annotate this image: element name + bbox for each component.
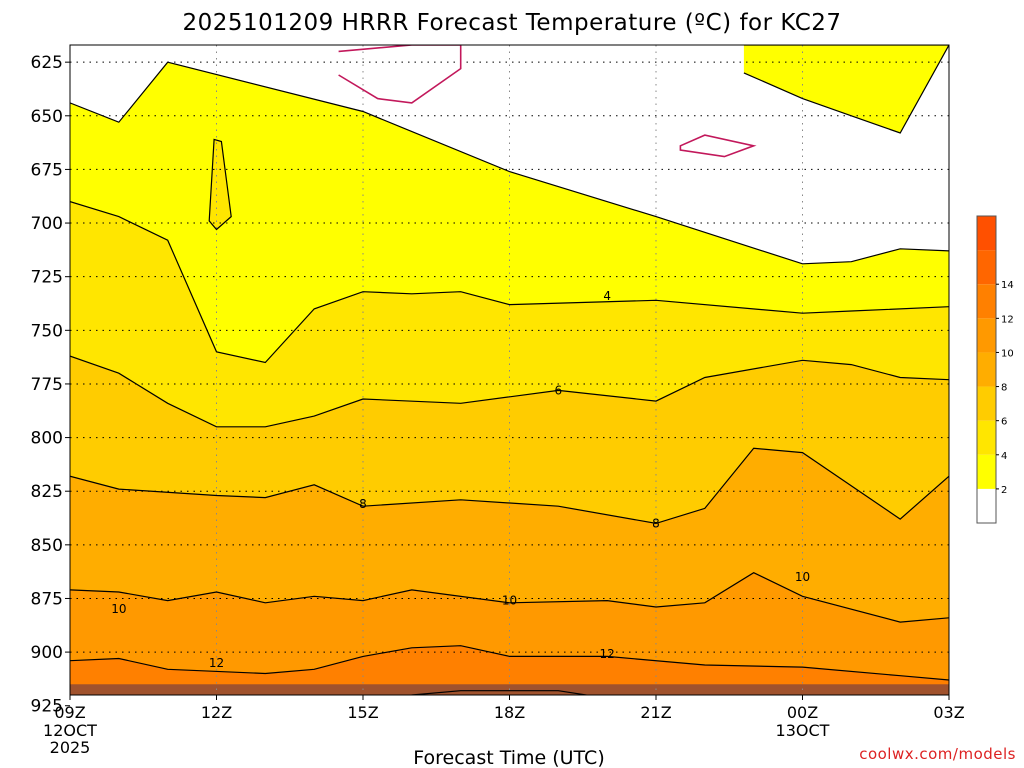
y-tick-label: 725 bbox=[31, 268, 63, 288]
isotherm-cold-top bbox=[338, 45, 462, 104]
y-tick-label: 925 bbox=[31, 697, 63, 717]
contour-label: 12 bbox=[600, 647, 615, 661]
isotherm-lens bbox=[208, 138, 232, 231]
colorbar-tick-label: 10 bbox=[1001, 348, 1014, 359]
x-date-label: 2025 bbox=[50, 738, 91, 757]
fill-top-right-2 bbox=[743, 45, 949, 133]
x-tick-label: 12Z bbox=[201, 703, 232, 722]
y-tick-label: 850 bbox=[31, 536, 63, 556]
x-tick-label: 15Z bbox=[347, 703, 378, 722]
isotherm-lines bbox=[70, 45, 949, 695]
colorbar-swatch bbox=[977, 454, 996, 489]
x-tick-label: 21Z bbox=[640, 703, 671, 722]
colorbar-tick-label: 6 bbox=[1001, 417, 1007, 428]
y-tick-label: 675 bbox=[31, 160, 63, 180]
chart-title: 2025101209 HRRR Forecast Temperature (ºC… bbox=[182, 10, 841, 36]
x-date-label: 13OCT bbox=[776, 721, 830, 740]
isotherm-6 bbox=[70, 355, 949, 428]
colorbar-swatch bbox=[977, 216, 996, 251]
contour-label: 8 bbox=[652, 516, 660, 530]
isotherm-top-right bbox=[743, 45, 949, 134]
y-axis-pressure-ticks: 625 650 675 700 725 750 775 800 825 850 875 900 925 bbox=[31, 53, 70, 717]
contour-label: 8 bbox=[359, 497, 367, 511]
y-tick-label: 775 bbox=[31, 375, 63, 395]
isotherm-8 bbox=[70, 447, 949, 525]
isotherm-cold-mid bbox=[679, 134, 757, 158]
colorbar-swatch bbox=[977, 250, 996, 285]
colorbar-legend: 2 4 6 8 10 12 14 bbox=[976, 215, 1014, 524]
colorbar-frame bbox=[976, 215, 997, 524]
x-tick-label: 03Z bbox=[933, 703, 964, 722]
isotherm-2 bbox=[70, 61, 949, 265]
credit-label: coolwx.com/models bbox=[859, 745, 1016, 763]
isotherm-12 bbox=[70, 645, 949, 681]
gridlines bbox=[70, 45, 949, 695]
isotherm-14 bbox=[409, 690, 591, 695]
colorbar-swatch bbox=[977, 284, 996, 319]
x-tick-label: 18Z bbox=[494, 703, 525, 722]
colorbar-swatch bbox=[977, 488, 996, 523]
y-tick-label: 900 bbox=[31, 643, 63, 663]
y-tick-label: 750 bbox=[31, 321, 63, 341]
contour-label: 12 bbox=[209, 656, 224, 670]
colorbar-tick-label: 2 bbox=[1001, 485, 1007, 496]
y-tick-label: 825 bbox=[31, 482, 63, 502]
colorbar-swatch bbox=[977, 318, 996, 353]
isotherm-4 bbox=[70, 201, 949, 364]
x-axis-label: Forecast Time (UTC) bbox=[413, 747, 604, 768]
colorbar-swatch bbox=[977, 352, 996, 387]
contour-labels: 4 6 8 8 10 10 10 12 12 bbox=[111, 289, 810, 670]
contour-label: 10 bbox=[795, 570, 810, 584]
contour-label: 10 bbox=[502, 594, 517, 608]
colorbar-tick-label: 8 bbox=[1001, 383, 1007, 394]
contour-label: 4 bbox=[603, 289, 611, 303]
colorbar-swatch bbox=[977, 386, 996, 421]
contour-label: 10 bbox=[111, 602, 126, 616]
y-tick-label: 625 bbox=[31, 53, 63, 73]
y-tick-label: 875 bbox=[31, 589, 63, 609]
colorbar-tick-label: 4 bbox=[1001, 451, 1007, 462]
contour-label: 6 bbox=[555, 383, 563, 397]
temperature-fill-layer bbox=[70, 45, 949, 695]
y-tick-label: 700 bbox=[31, 214, 63, 234]
y-tick-label: 650 bbox=[31, 107, 63, 127]
colorbar-swatch bbox=[977, 420, 996, 455]
isotherm-10 bbox=[70, 572, 949, 623]
colorbar-tick-label: 14 bbox=[1001, 280, 1014, 291]
x-tick-label: 09Z bbox=[54, 703, 85, 722]
x-tick-label: 00Z bbox=[787, 703, 818, 722]
y-tick-label: 800 bbox=[31, 429, 63, 449]
fill-above-10 bbox=[70, 572, 949, 695]
colorbar-tick-label: 12 bbox=[1001, 314, 1014, 325]
fill-lens-4 bbox=[209, 139, 232, 230]
x-date-label: 12OCT bbox=[43, 721, 97, 740]
